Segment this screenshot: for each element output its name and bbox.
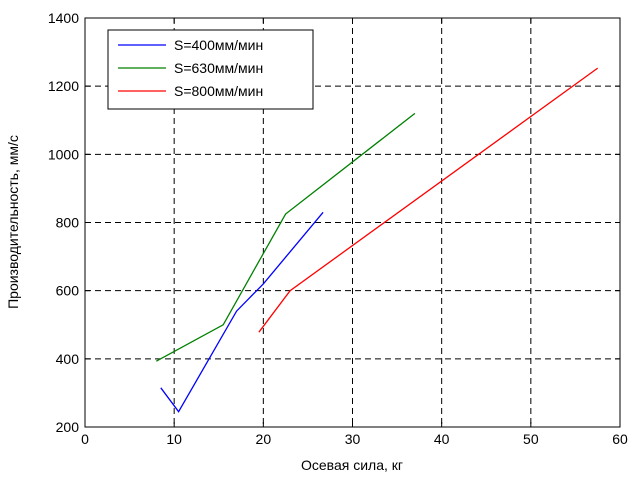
y-tick-label: 1400 xyxy=(48,10,79,26)
x-axis-label: Осевая сила, кг xyxy=(301,457,403,473)
y-axis-label: Производительность, мм/с xyxy=(5,135,21,309)
legend-label: S=630мм/мин xyxy=(174,60,263,76)
legend-label: S=400мм/мин xyxy=(174,37,263,53)
x-tick-label: 60 xyxy=(612,431,628,447)
x-tick-label: 20 xyxy=(256,431,272,447)
y-tick-label: 1000 xyxy=(48,146,79,162)
series-line-1 xyxy=(160,211,324,413)
x-tick-label: 30 xyxy=(345,431,361,447)
legend-box xyxy=(107,29,314,110)
axis-ticks: 0 10 20 30 40 50 60 200 400 600 800 1000 1200 1400 xyxy=(48,10,628,447)
y-tick-label: 400 xyxy=(56,351,80,367)
y-tick-label: 600 xyxy=(56,283,80,299)
x-tick-label: 0 xyxy=(81,431,89,447)
x-tick-label: 50 xyxy=(523,431,539,447)
legend: S=400мм/мин S=630мм/мин S=800мм/мин xyxy=(107,29,314,110)
series-line-3 xyxy=(258,67,599,333)
x-tick-label: 40 xyxy=(434,431,450,447)
x-tick-label: 10 xyxy=(166,431,182,447)
y-tick-label: 800 xyxy=(56,215,80,231)
y-tick-label: 200 xyxy=(56,419,80,435)
series-line-2 xyxy=(155,112,416,362)
series-lines xyxy=(155,67,599,413)
legend-label: S=800мм/мин xyxy=(174,83,263,99)
y-tick-label: 1200 xyxy=(48,78,79,94)
grid xyxy=(85,18,620,427)
